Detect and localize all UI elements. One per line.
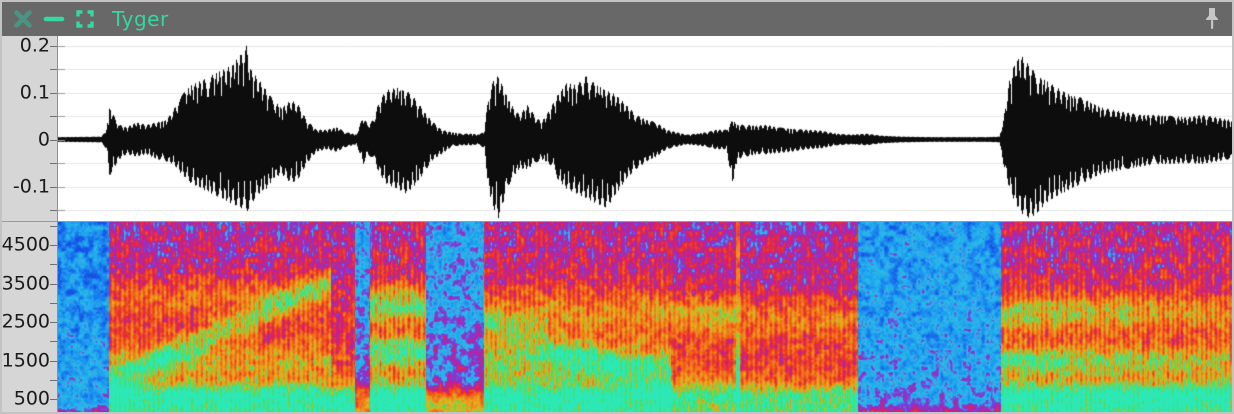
axis-tick bbox=[50, 140, 57, 141]
pin-icon[interactable] bbox=[1200, 7, 1224, 31]
axis-tick bbox=[50, 69, 57, 70]
axis-tick bbox=[50, 226, 57, 227]
y-axis-label: 2500 bbox=[1, 310, 50, 333]
close-icon[interactable] bbox=[11, 7, 35, 31]
y-axis-label: 0.2 bbox=[19, 34, 50, 56]
y-axis-label: -0.1 bbox=[12, 175, 50, 197]
waveform-axis-gutter: 0.2 0.1 0 -0.1 bbox=[2, 36, 58, 221]
y-axis-label: 4500 bbox=[1, 233, 50, 256]
axis-tick bbox=[50, 380, 57, 381]
y-axis-label: 0.1 bbox=[19, 81, 50, 103]
y-axis-label: 1500 bbox=[1, 349, 50, 371]
axis-tick bbox=[50, 341, 57, 342]
spectrogram-panel: 4500 3500 2500 1500 500 bbox=[2, 222, 1232, 412]
axis-tick bbox=[50, 93, 57, 94]
y-axis-label: 0 bbox=[37, 128, 50, 150]
axis-tick bbox=[50, 322, 57, 323]
axis-tick bbox=[50, 245, 57, 246]
axis-tick bbox=[50, 264, 57, 265]
y-axis-label: 500 bbox=[13, 387, 50, 410]
minimize-icon[interactable] bbox=[42, 7, 66, 31]
axis-tick bbox=[50, 210, 57, 211]
axis-tick bbox=[50, 303, 57, 304]
waveform-panel: 0.2 0.1 0 -0.1 bbox=[2, 36, 1232, 222]
axis-tick bbox=[50, 163, 57, 164]
axis-tick bbox=[50, 399, 57, 400]
y-axis-label: 3500 bbox=[1, 272, 50, 294]
waveform-plot[interactable] bbox=[58, 36, 1232, 221]
spectrogram-plot[interactable] bbox=[58, 222, 1232, 412]
maximize-icon[interactable] bbox=[73, 7, 97, 31]
axis-tick bbox=[50, 284, 57, 285]
window-title: Tyger bbox=[112, 7, 169, 31]
axis-tick bbox=[50, 187, 57, 188]
titlebar: Tyger bbox=[2, 2, 1232, 36]
axis-tick bbox=[50, 46, 57, 47]
axis-tick bbox=[50, 116, 57, 117]
axis-tick bbox=[50, 361, 57, 362]
spectrogram-axis-gutter: 4500 3500 2500 1500 500 bbox=[2, 222, 58, 412]
